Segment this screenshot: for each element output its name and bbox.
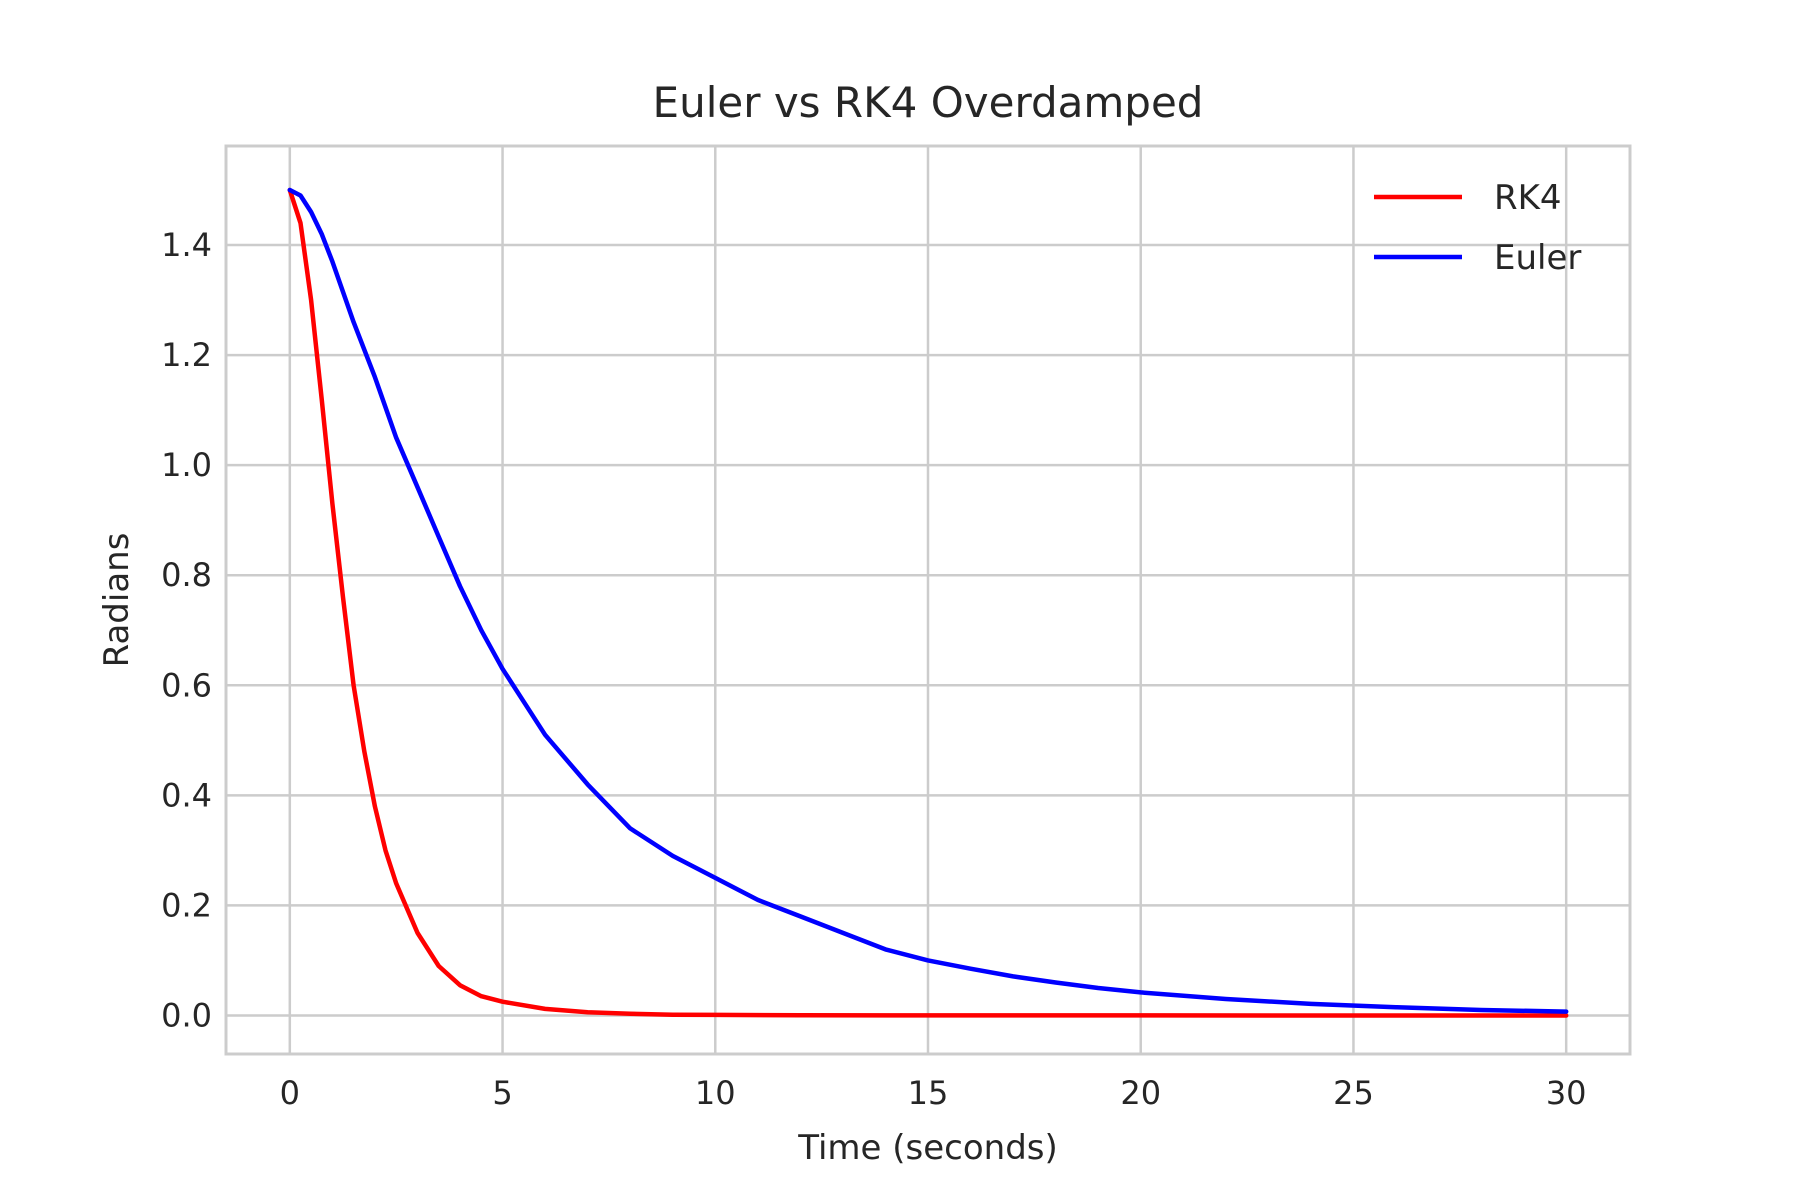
y-tick-label: 0.2 xyxy=(161,886,212,924)
y-tick-label: 0.0 xyxy=(161,996,212,1034)
x-tick-label: 30 xyxy=(1546,1074,1587,1112)
x-axis-label: Time (seconds) xyxy=(797,1128,1058,1168)
y-tick-label: 1.4 xyxy=(161,226,212,264)
y-axis-label: Radians xyxy=(97,533,137,668)
y-tick-label: 0.6 xyxy=(161,666,212,704)
plot-frame xyxy=(224,144,1632,1056)
x-tick-label: 0 xyxy=(280,1074,300,1112)
y-tick-label: 0.4 xyxy=(161,776,212,814)
grid xyxy=(226,146,1630,1054)
legend-label-rk4: RK4 xyxy=(1494,178,1562,218)
x-tick-label: 10 xyxy=(695,1074,736,1112)
series xyxy=(287,187,1569,1018)
x-tick-label: 25 xyxy=(1333,1074,1374,1112)
chart-title: Euler vs RK4 Overdamped xyxy=(653,78,1204,127)
legend: RK4 Euler xyxy=(1374,178,1581,278)
x-tick-label: 15 xyxy=(908,1074,949,1112)
x-tick-label: 20 xyxy=(1120,1074,1161,1112)
legend-label-euler: Euler xyxy=(1494,238,1581,278)
ticks: 0 5 10 15 20 25 30 0.0 0.2 0.4 0.6 0.8 1.0 1.2 1.4 xyxy=(161,226,1586,1112)
series-line-euler xyxy=(287,187,1569,1014)
y-tick-label: 0.8 xyxy=(161,556,212,594)
y-tick-label: 1.2 xyxy=(161,336,212,374)
y-tick-label: 1.0 xyxy=(161,446,212,484)
x-tick-label: 5 xyxy=(492,1074,512,1112)
series-line-rk4 xyxy=(287,187,1569,1018)
